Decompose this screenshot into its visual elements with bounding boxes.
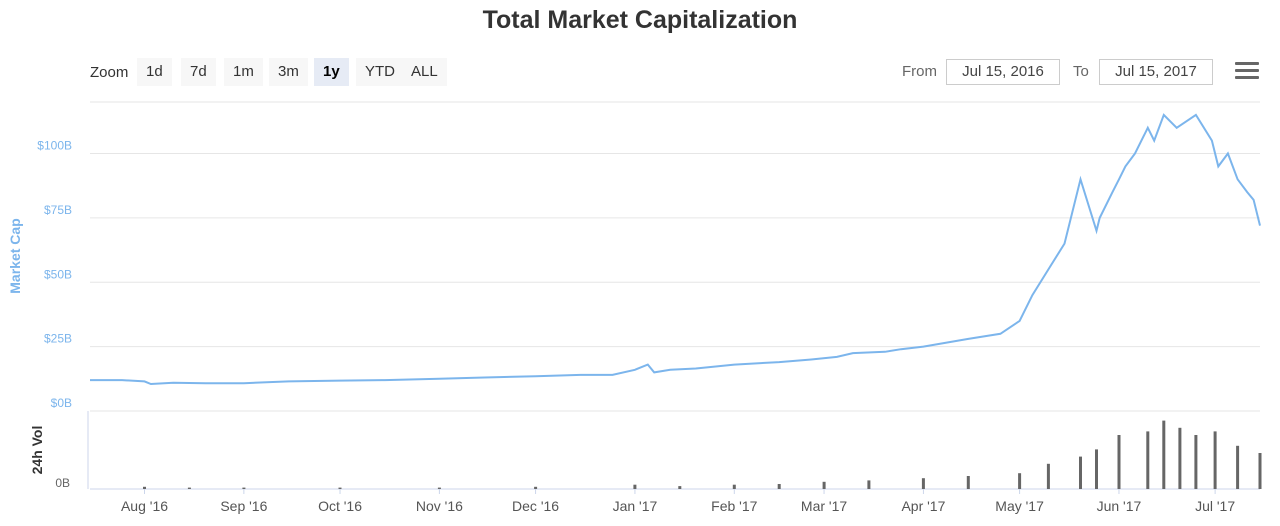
volume-bar (437, 487, 441, 489)
volume-bar (678, 486, 682, 489)
volume-bar (143, 486, 146, 489)
volume-bar (1146, 431, 1150, 489)
volume-bar (1162, 420, 1166, 489)
x-tick-label: Feb '17 (711, 498, 757, 514)
chart-title: Total Market Capitalization (482, 6, 798, 34)
x-tick-label: Oct '16 (318, 498, 362, 514)
volume-bar (1178, 427, 1182, 489)
volume-bar (242, 487, 246, 489)
volume-bar (1046, 463, 1050, 489)
volume-bar (1117, 435, 1121, 489)
x-tick-label: Sep '16 (220, 498, 267, 514)
y-tick-label: $75B (44, 203, 72, 217)
from-label: From (902, 63, 937, 80)
x-tick-label: Jun '17 (1097, 498, 1142, 514)
volume-bar (1018, 473, 1022, 489)
volume-bar (1236, 445, 1240, 489)
volume-bar (1258, 453, 1262, 489)
y-tick-label: $50B (44, 267, 72, 281)
x-tick-label: Jul '17 (1195, 498, 1235, 514)
zoom-button-1y[interactable]: 1y (314, 58, 349, 86)
volume-bar (1095, 449, 1098, 489)
to-label: To (1073, 63, 1089, 80)
volume-bar (921, 478, 925, 489)
x-tick-label: Nov '16 (416, 498, 463, 514)
y-tick-label: $25B (44, 332, 72, 346)
to-date-input[interactable]: Jul 15, 2017 (1099, 59, 1213, 85)
volume-bar (534, 486, 538, 489)
market-cap-line (90, 113, 1261, 386)
volume-bar (633, 484, 637, 489)
volume-bar (822, 481, 826, 489)
zoom-label: Zoom (90, 64, 129, 81)
volume-bar (732, 484, 736, 489)
y-tick-label: $0B (51, 396, 72, 410)
volume-bar (867, 480, 871, 489)
volume-bar (187, 487, 191, 489)
zoom-button-all[interactable]: ALL (402, 58, 447, 86)
volume-axis-label: 24h Vol (29, 426, 45, 475)
zoom-button-ytd[interactable]: YTD (356, 58, 404, 86)
volume-bar (1213, 431, 1217, 489)
zoom-button-1d[interactable]: 1d (137, 58, 172, 86)
hamburger-menu-icon[interactable] (1235, 62, 1259, 82)
zoom-button-3m[interactable]: 3m (269, 58, 308, 86)
x-tick-label: Aug '16 (121, 498, 168, 514)
volume-bar (1194, 435, 1198, 489)
x-tick-label: Jan '17 (613, 498, 658, 514)
volume-bar (1079, 456, 1082, 489)
x-tick-label: Dec '16 (512, 498, 559, 514)
from-date-input[interactable]: Jul 15, 2016 (946, 59, 1060, 85)
zoom-button-1m[interactable]: 1m (224, 58, 263, 86)
volume-zero-label: 0B (55, 476, 70, 490)
market-cap-axis-label: Market Cap (7, 218, 23, 293)
y-tick-label: $100B (37, 139, 72, 153)
volume-bar (338, 487, 342, 489)
volume-bar (777, 484, 781, 489)
x-tick-label: Apr '17 (901, 498, 945, 514)
zoom-button-7d[interactable]: 7d (181, 58, 216, 86)
x-tick-label: May '17 (995, 498, 1044, 514)
x-tick-label: Mar '17 (801, 498, 847, 514)
volume-bar (966, 476, 970, 489)
